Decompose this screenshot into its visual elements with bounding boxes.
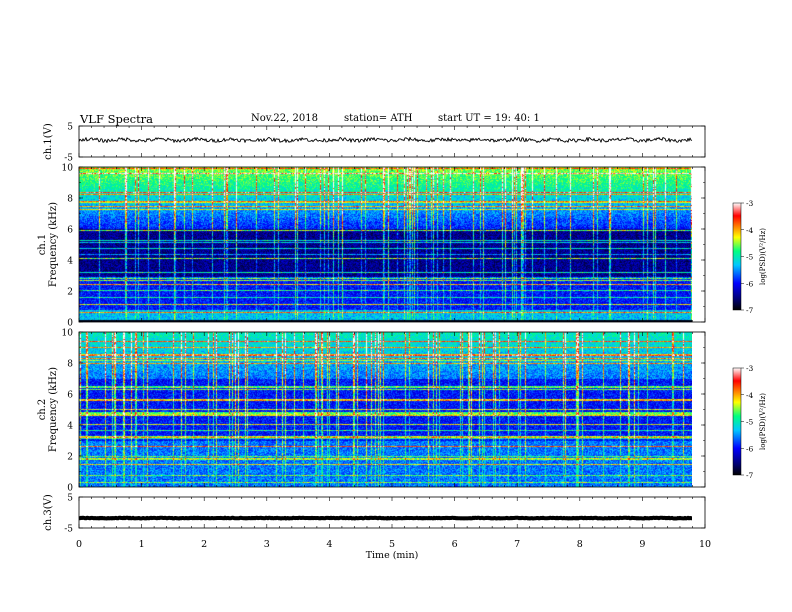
y-tick-label: 5 [67,123,73,133]
y-tick-label: 10 [62,164,74,174]
colorbar-tick-label: -7 [746,471,754,480]
y-tick-label: 0 [67,319,73,329]
colorbar-tick-label: -5 [746,253,754,262]
colorbar-tick-label: -6 [746,279,754,288]
x-tick-label: 4 [326,539,332,550]
colorbar-tick-label: -6 [746,444,754,453]
colorbar-tick-label: -4 [746,226,754,235]
colorbar-tick-label: -4 [746,391,754,400]
y-tick-label: 8 [67,360,73,370]
x-tick-label: 3 [264,539,270,550]
colorbar-label: log(PSD)(V²/Hz) [759,393,767,450]
x-tick-label: 7 [514,539,520,550]
y-tick-label: 2 [67,288,73,298]
y-tick-label: 2 [67,453,73,463]
start-time-label: start UT = 19: 40: 1 [438,113,540,124]
station-label: station= ATH [344,113,413,124]
x-axis-label: Time (min) [366,550,419,561]
x-tick-label: 6 [452,539,458,550]
y-tick-label: -5 [64,525,73,535]
y-tick-label: 0 [67,484,73,494]
colorbar-2 [732,367,742,476]
x-tick-label: 8 [577,539,583,550]
y-axis-label: Frequency (kHz) [48,202,59,287]
ch1-waveform-frame [78,125,706,158]
x-tick-label: 2 [201,539,207,550]
y-axis-label: ch.2 [37,399,48,421]
colorbar-tick-label: -3 [746,364,754,373]
y-tick-label: 6 [67,226,73,236]
x-tick-label: 1 [139,539,145,550]
spectrogram-layer [79,167,692,487]
y-tick-label: 10 [62,329,74,339]
y-tick-label: 8 [67,195,73,205]
colorbar-tick-label: -5 [746,418,754,427]
ch1-waveform-trace [78,136,693,143]
y-tick-label: 5 [67,494,73,504]
ch2-spectrogram-image [79,332,692,487]
y-tick-label: 4 [67,257,73,267]
x-tick-label: 10 [699,539,711,550]
ch3-waveform-frame [78,496,706,529]
y-axis-label: ch.1 [37,234,48,256]
y-axis-label: ch.3(V) [43,494,54,531]
colorbar-label: log(PSD)(V²/Hz) [759,228,767,285]
ch3-waveform-trace [78,515,693,521]
y-tick-label: 4 [67,422,73,432]
ch1-spectrogram-image [79,167,692,322]
y-tick-label: -5 [64,154,73,164]
y-axis-label: Frequency (kHz) [48,367,59,452]
date-label: Nov.22, 2018 [251,113,318,124]
x-tick-label: 5 [389,539,395,550]
figure-title: VLF Spectra [80,112,154,126]
x-tick-label: 9 [639,539,645,550]
waveform-layer [78,136,693,521]
colorbar-tick-label: -3 [746,199,754,208]
y-tick-label: 6 [67,391,73,401]
colorbar-1 [732,202,742,311]
colorbar-tick-label: -7 [746,306,754,315]
x-tick-label: 0 [76,539,82,550]
y-axis-label: ch.1(V) [43,123,54,160]
